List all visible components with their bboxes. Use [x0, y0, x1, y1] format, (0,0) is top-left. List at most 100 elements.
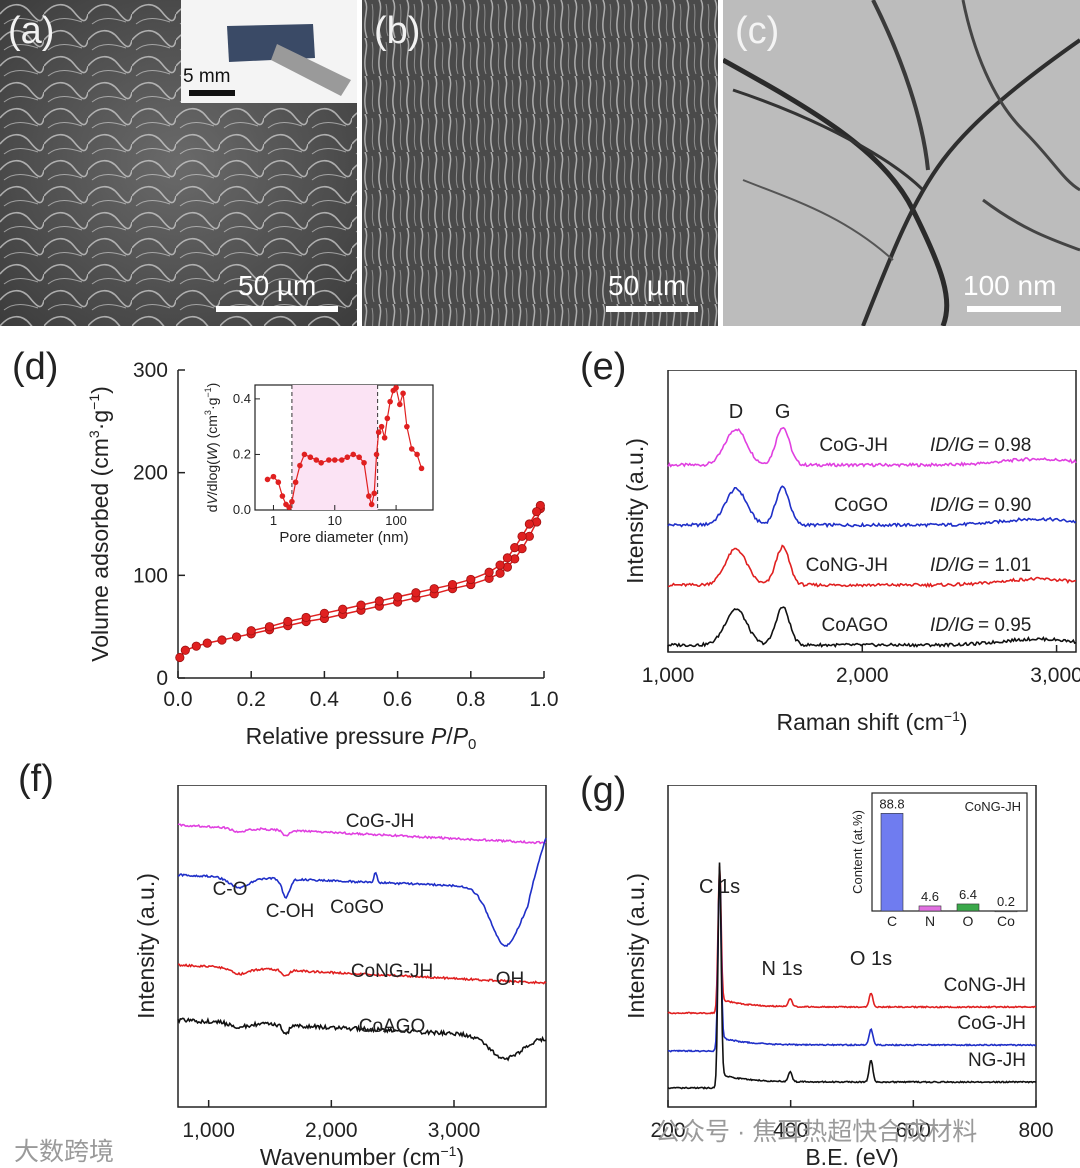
ratio-value: = 0.95 [978, 615, 1031, 636]
peak-label: G [775, 401, 791, 423]
x-tick-label: 0.0 [163, 688, 192, 711]
inset-bar-Co [994, 910, 1018, 913]
ftir-spectrum-CoAGO [177, 1016, 547, 1062]
inset-x-label: Pore diameter (nm) [279, 529, 408, 546]
x-tick-label: 0.4 [310, 688, 340, 711]
inset-psd-point [393, 384, 399, 391]
panel-label-a: (a) [8, 10, 55, 52]
y-tick-label: 0 [156, 667, 168, 690]
inset-bar-value: 0.2 [997, 894, 1015, 909]
ratio-value: = 1.01 [978, 555, 1031, 576]
inset-psd-point [338, 457, 345, 463]
plot-frame [667, 370, 1077, 653]
inset-psd-point [313, 457, 320, 463]
inset-bar-value: 88.8 [879, 796, 904, 811]
inset-psd-point [279, 493, 286, 499]
watermark-right: 公众号 · 焦耳热超快合成材料 [655, 1118, 978, 1146]
sample-photo [189, 24, 351, 96]
y-axis-label: Intensity (a.u.) [622, 438, 648, 584]
inset-psd-point [331, 457, 338, 463]
inset-psd-point [375, 429, 382, 436]
inset-psd-point [264, 476, 271, 483]
isotherm-point [180, 645, 190, 655]
panel-label-b: (b) [374, 10, 421, 52]
inset-psd-point [307, 454, 314, 461]
raman-spectrum-CoG-JH [667, 426, 1077, 468]
series-label: CoG-JH [819, 435, 888, 456]
inset-psd-point [297, 462, 303, 469]
x-tick-label: 0.8 [456, 688, 485, 711]
ftir-spectrum-CoG-JH [177, 823, 547, 845]
chart-d-isotherm: 0.0 0.2 0.4 0.6 0.8 1.0 0 100 200 300 Relative pre… [86, 359, 559, 753]
ratio-label: ID/IG [930, 495, 974, 516]
inset-psd-point [350, 451, 357, 458]
series-label: CoG-JH [346, 811, 415, 832]
isotherm-point [338, 604, 348, 614]
scale-label-a: 50 µm [238, 270, 317, 301]
inset-y-tick-label: 0.4 [233, 391, 251, 406]
inset-psd-point [400, 390, 406, 397]
inset-psd-point [286, 504, 292, 511]
inset-x-tick-label: O [963, 913, 974, 929]
x-tick-label: 3,000 [428, 1119, 481, 1142]
y-tick-label: 200 [133, 462, 168, 485]
watermark-left: 大数跨境 [14, 1138, 115, 1166]
series-label: NG-JH [968, 1050, 1026, 1071]
inset-psd-point [397, 401, 403, 408]
scalebar-b [606, 306, 698, 312]
inset-bar-value: 6.4 [959, 887, 977, 902]
inset-psd-point [361, 459, 367, 466]
ratio-value: = 0.90 [978, 495, 1031, 516]
isotherm-point [301, 612, 311, 623]
isotherm-point [202, 638, 212, 648]
isotherm-point [466, 574, 476, 585]
x-tick-label: 600 [896, 1119, 931, 1142]
ftir-spectrum-CoNG-JH [177, 963, 547, 985]
xps-spectrum-CoG-JH [667, 870, 1037, 1053]
x-axis-label: Raman shift (cm−1) [776, 708, 967, 735]
inset-psd-point [378, 423, 385, 430]
inset-psd-point [408, 446, 415, 452]
x-axis-label: Wavenumber (cm−1) [260, 1143, 464, 1167]
plot-frame [177, 785, 547, 1108]
y-tick-label: 300 [133, 359, 168, 382]
y-tick-label: 100 [133, 564, 168, 587]
scalebar-a [216, 306, 338, 312]
scale-label-c: 100 nm [963, 270, 1057, 301]
isotherm-point [319, 608, 329, 618]
series-label: CoNG-JH [806, 555, 888, 576]
inset-x-tick-label: 100 [385, 513, 407, 528]
inset-bar-C [880, 813, 904, 912]
series-label: CoGO [834, 495, 888, 516]
raman-spectrum-CoAGO [667, 606, 1077, 648]
raman-spectrum-CoNG-JH [667, 544, 1077, 588]
ratio-label: ID/IG [930, 435, 974, 456]
isotherm-point [502, 553, 512, 563]
inset-psd-point [326, 457, 332, 463]
chart-e-raman: 1,000 2,000 3,000 Raman shift (cm−1) Intensi… [622, 370, 1080, 735]
x-axis-label: Relative pressure P/P0 [246, 723, 477, 753]
x-tick-label: 3,000 [1030, 664, 1080, 687]
x-tick-label: 200 [650, 1119, 685, 1142]
plot-frame [667, 785, 1037, 1108]
inset-psd-point [404, 423, 410, 430]
micrograph-a: (a) 5 mm 50 µm [0, 0, 357, 326]
inset-y-label: Content (at.%) [850, 810, 865, 894]
x-tick-label: 2,000 [836, 664, 889, 687]
inset-x-tick-label: C [887, 913, 897, 929]
isotherm-point [217, 635, 227, 645]
panel-label-e: (e) [580, 346, 627, 388]
inset-psd-point [292, 479, 299, 486]
isotherm-point [429, 584, 439, 594]
micrograph-b: (b) 50 µm [362, 0, 718, 326]
isotherm-point [532, 507, 542, 517]
peak-annotation: CoGO [330, 897, 384, 918]
ratio-value: = 0.98 [978, 435, 1031, 456]
inset-psd-point [275, 479, 282, 486]
inset-photo: 5 mm [181, 0, 357, 103]
inset-scale-label: 5 mm [183, 66, 231, 87]
inset-x-tick-label: 1 [270, 513, 277, 528]
inset-psd-point [371, 490, 378, 497]
raman-spectrum-CoGO [667, 485, 1077, 529]
